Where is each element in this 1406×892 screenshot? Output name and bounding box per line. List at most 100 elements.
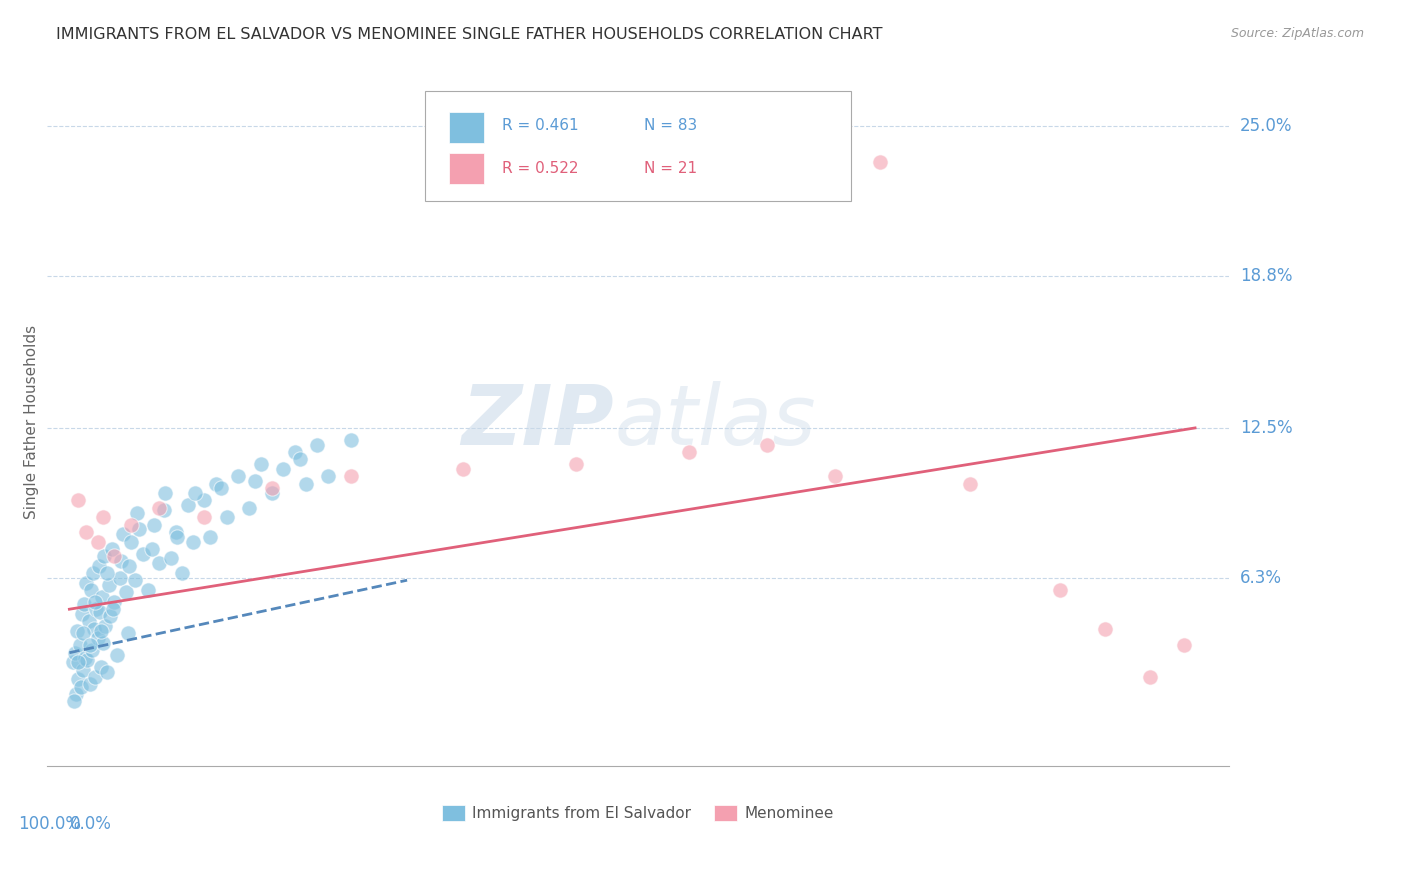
Point xyxy=(117,626,139,640)
Point xyxy=(91,590,114,604)
Text: 25.0%: 25.0% xyxy=(1240,117,1292,135)
Point xyxy=(67,673,90,687)
Point xyxy=(84,595,107,609)
Point xyxy=(1173,639,1195,653)
Text: atlas: atlas xyxy=(614,382,815,462)
Point xyxy=(204,476,226,491)
Point xyxy=(142,517,165,532)
Point xyxy=(65,687,87,701)
Point xyxy=(184,486,207,500)
Point xyxy=(80,643,103,657)
Point xyxy=(87,558,110,573)
Point xyxy=(453,462,475,476)
Point xyxy=(131,547,153,561)
Point xyxy=(108,571,131,585)
Point xyxy=(103,602,125,616)
Point xyxy=(181,534,204,549)
Point xyxy=(148,556,170,570)
Point xyxy=(153,486,176,500)
Point xyxy=(103,595,125,609)
Point xyxy=(340,433,363,447)
Point xyxy=(565,457,588,471)
Text: 100.0%: 100.0% xyxy=(18,814,80,832)
Point xyxy=(96,566,118,580)
Y-axis label: Single Father Households: Single Father Households xyxy=(24,325,38,519)
Point xyxy=(86,534,108,549)
Point xyxy=(76,653,98,667)
Point xyxy=(101,541,124,556)
Point xyxy=(79,677,101,691)
Point xyxy=(170,566,193,580)
Point xyxy=(1139,670,1161,684)
Text: N = 21: N = 21 xyxy=(644,161,697,176)
Point xyxy=(176,498,198,512)
Point xyxy=(153,503,176,517)
Point xyxy=(72,663,94,677)
Point xyxy=(63,646,86,660)
Text: ZIP: ZIP xyxy=(461,382,614,462)
Point xyxy=(340,469,363,483)
Point xyxy=(869,155,891,169)
Point xyxy=(86,602,108,616)
Point xyxy=(193,493,215,508)
Point xyxy=(112,527,135,541)
Text: Source: ZipAtlas.com: Source: ZipAtlas.com xyxy=(1230,27,1364,40)
Text: N = 83: N = 83 xyxy=(644,118,697,133)
Point xyxy=(120,534,142,549)
Point xyxy=(82,566,104,580)
Point xyxy=(91,510,114,524)
Point xyxy=(959,476,981,491)
Point xyxy=(89,605,111,619)
Point xyxy=(63,694,86,708)
Point xyxy=(72,626,94,640)
Point xyxy=(90,624,112,638)
Point xyxy=(67,656,90,670)
Point xyxy=(165,524,187,539)
FancyBboxPatch shape xyxy=(449,112,484,143)
Legend: Immigrants from El Salvador, Menominee: Immigrants from El Salvador, Menominee xyxy=(436,799,841,828)
Text: R = 0.522: R = 0.522 xyxy=(502,161,578,176)
Point xyxy=(75,524,97,539)
Point xyxy=(67,493,90,508)
Point xyxy=(98,609,121,624)
Point xyxy=(260,486,283,500)
Text: 0.0%: 0.0% xyxy=(69,814,111,832)
Point xyxy=(159,551,181,566)
Point xyxy=(110,554,132,568)
Point xyxy=(243,474,266,488)
Point xyxy=(103,549,125,563)
Point xyxy=(66,624,89,638)
Point xyxy=(198,530,221,544)
Point xyxy=(124,573,146,587)
Point xyxy=(238,500,260,515)
Point xyxy=(260,481,283,495)
Point xyxy=(136,582,159,597)
Point xyxy=(69,680,91,694)
Point xyxy=(73,598,96,612)
Text: 12.5%: 12.5% xyxy=(1240,419,1292,437)
Point xyxy=(86,631,108,645)
Point xyxy=(90,660,112,674)
Point xyxy=(91,636,114,650)
Point xyxy=(83,622,105,636)
Point xyxy=(80,582,103,597)
Point xyxy=(118,558,141,573)
FancyBboxPatch shape xyxy=(425,91,851,202)
FancyBboxPatch shape xyxy=(449,153,484,185)
Point xyxy=(69,639,91,653)
Point xyxy=(283,445,305,459)
Point xyxy=(120,517,142,532)
Point xyxy=(75,575,97,590)
Point xyxy=(128,523,150,537)
Point xyxy=(96,665,118,679)
Point xyxy=(93,549,115,563)
Point xyxy=(97,578,120,592)
Point xyxy=(84,670,107,684)
Point xyxy=(1049,582,1071,597)
Point xyxy=(678,445,700,459)
Point xyxy=(77,615,100,629)
Point xyxy=(209,481,232,495)
Text: 6.3%: 6.3% xyxy=(1240,569,1282,587)
Point xyxy=(148,500,170,515)
Point xyxy=(62,656,84,670)
